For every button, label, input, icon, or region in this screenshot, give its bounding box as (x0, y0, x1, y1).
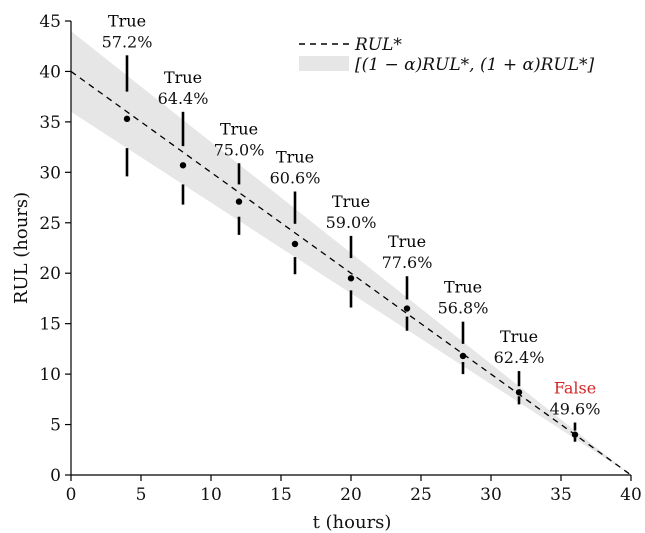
x-tick-label-7: 35 (550, 485, 572, 505)
data-point-6 (459, 352, 467, 360)
x-tick-label-1: 5 (136, 485, 147, 505)
percent-label-7: 62.4% (494, 348, 545, 367)
status-label-4: True (332, 192, 370, 211)
data-point-3 (291, 240, 299, 248)
percent-label-1: 64.4% (158, 89, 209, 108)
percent-label-8: 49.6% (550, 400, 601, 419)
data-point-1 (179, 162, 187, 169)
x-tick-label-5: 25 (410, 485, 432, 505)
legend: RUL* [(1 − α)RUL*, (1 + α)RUL*] (299, 35, 594, 75)
status-label-7: True (500, 327, 538, 346)
y-tick-label-2: 10 (39, 365, 61, 385)
y-tick-label-7: 35 (39, 113, 61, 133)
percent-label-6: 56.8% (438, 299, 489, 318)
percent-label-0: 57.2% (102, 32, 153, 51)
y-axis-label: RUL (hours) (11, 192, 32, 304)
x-tick-label-6: 30 (480, 485, 502, 505)
data-point-8 (571, 431, 579, 438)
percent-label-3: 60.6% (270, 169, 321, 188)
y-tick-label-6: 30 (39, 163, 61, 183)
reference-line (70, 70, 632, 476)
status-label-5: True (388, 232, 426, 251)
data-point-7 (515, 389, 523, 396)
legend-band-label: [(1 − α)RUL*, (1 + α)RUL*] (355, 55, 594, 75)
status-label-3: True (276, 148, 314, 167)
y-tick-label-9: 45 (39, 12, 61, 32)
x-tick-label-2: 10 (200, 485, 222, 505)
percent-label-4: 59.0% (326, 213, 377, 232)
x-tick-label-3: 15 (270, 485, 292, 505)
status-label-0: True (108, 11, 146, 30)
data-point-2 (235, 198, 243, 205)
data-point-4 (347, 275, 355, 282)
y-tick-label-5: 25 (39, 214, 61, 234)
reference-line-layer (70, 70, 632, 476)
data-point-0 (123, 115, 131, 123)
status-label-2: True (220, 119, 258, 138)
x-axis-label: t (hours) (313, 512, 392, 533)
status-label-8: False (554, 379, 596, 398)
status-label-1: True (164, 68, 202, 87)
x-tick-label-4: 20 (340, 485, 362, 505)
percent-label-2: 75.0% (214, 140, 265, 159)
percent-label-5: 77.6% (382, 253, 433, 272)
x-tick-label-8: 40 (620, 485, 642, 505)
legend-line-label: RUL* (354, 35, 402, 55)
x-tick-label-0: 0 (66, 485, 77, 505)
legend-band-swatch (299, 56, 349, 71)
y-tick-label-0: 0 (50, 466, 61, 486)
y-tick-label-8: 40 (39, 62, 61, 82)
data-point-5 (403, 305, 411, 312)
y-tick-label-3: 15 (39, 315, 61, 335)
y-tick-label-4: 20 (39, 264, 61, 284)
y-tick-label-1: 5 (50, 416, 61, 436)
ticks-layer: 0 5 10 15 20 25 30 35 40 0 5 10 15 20 25 30 35 40 45 (39, 12, 641, 505)
data-marks-layer: 57.2% True 64.4% True 75.0% True 60.6% True 59.0… (102, 11, 601, 442)
status-label-6: True (444, 278, 482, 297)
